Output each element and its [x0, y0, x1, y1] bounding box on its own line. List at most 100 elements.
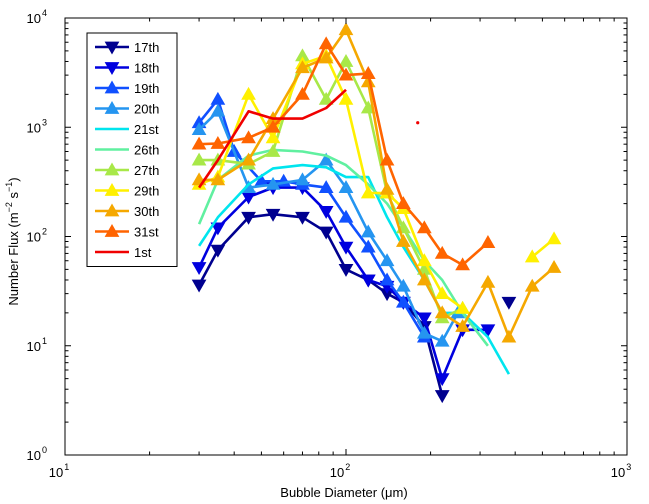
legend-entry-20th: 20th [95, 100, 159, 117]
legend: 17th 18th 19th 20th 21st 26th 27th 29th 30th 31st… [86, 32, 178, 267]
legend-label: 18th [134, 61, 159, 76]
data-point [395, 233, 411, 247]
x-axis-label: Bubble Diameter (μm) [280, 485, 407, 500]
data-point [191, 136, 207, 150]
data-point [360, 274, 376, 288]
data-point [210, 103, 226, 117]
series-line-1st [198, 88, 347, 189]
data-point [318, 205, 334, 219]
data-point [379, 272, 395, 286]
legend-marker [104, 100, 120, 114]
legend-entry-31st: 31st [95, 223, 159, 240]
legend-label: 31st [134, 225, 159, 240]
data-point [524, 278, 540, 292]
data-point [434, 305, 450, 319]
data-point [501, 296, 517, 310]
data-point [241, 86, 256, 100]
data-point [191, 152, 207, 166]
data-point [455, 319, 470, 332]
legend-marker [104, 41, 120, 55]
legend-marker [104, 80, 120, 94]
legend-marker [104, 223, 120, 237]
data-point [338, 241, 354, 255]
data-point [338, 67, 354, 81]
data-point [416, 220, 432, 234]
y-tick-label: 103 [27, 117, 47, 135]
data-point [295, 211, 310, 225]
data-point [210, 222, 226, 236]
y-tick-label: 102 [27, 227, 47, 245]
data-point [338, 53, 354, 67]
legend-marker [104, 162, 120, 176]
legend-marker [104, 203, 120, 217]
data-point [191, 122, 207, 136]
data-point [434, 390, 450, 404]
data-point [480, 324, 496, 338]
y-tick-label: 101 [27, 336, 47, 354]
series-31st [191, 36, 496, 271]
data-point [210, 135, 226, 149]
data-point [416, 325, 432, 339]
legend-entry-18th: 18th [95, 61, 159, 76]
data-point [338, 209, 354, 223]
legend-marker [104, 182, 120, 196]
legend-label: 20th [134, 102, 159, 117]
series-20th [191, 103, 466, 347]
data-point [265, 208, 281, 222]
data-point [395, 278, 411, 292]
data-point [416, 272, 432, 286]
legend-entry-27th: 27th [95, 162, 159, 178]
legend-entry-1st: 1st [95, 245, 152, 260]
data-point [241, 152, 256, 166]
legend-label: 29th [134, 184, 159, 199]
data-point [360, 239, 376, 253]
legend-entry-26th: 26th [95, 143, 159, 158]
data-point [210, 172, 226, 186]
data-point [434, 373, 450, 387]
data-point [434, 245, 450, 259]
data-point [265, 119, 281, 133]
data-point [379, 253, 395, 267]
data-point [318, 226, 334, 240]
series-1st [198, 88, 420, 189]
data-point [455, 300, 470, 314]
data-point [295, 172, 310, 186]
x-tick-label: 102 [330, 462, 350, 480]
data-point [360, 66, 376, 79]
data-point [524, 249, 540, 263]
legend-label: 27th [134, 163, 159, 178]
data-point [318, 91, 334, 105]
y-tick-label: 100 [27, 445, 47, 463]
data-point [416, 253, 432, 267]
series-line-31st [199, 42, 489, 267]
data-point [501, 329, 517, 343]
data-point [295, 86, 310, 100]
data-point [318, 50, 334, 64]
data-point [241, 130, 256, 144]
data-point [379, 181, 395, 195]
data-point [360, 224, 376, 238]
x-tick-label: 103 [611, 462, 631, 480]
data-point [480, 235, 496, 248]
data-point [318, 36, 334, 50]
x-tick-label: 101 [49, 462, 69, 480]
data-point [241, 211, 256, 225]
data-point [379, 152, 395, 166]
data-point [455, 257, 470, 271]
data-point [338, 22, 354, 36]
data-point [546, 260, 562, 273]
legend-entry-19th: 19th [95, 80, 159, 96]
legend-label: 17th [134, 40, 159, 55]
legend-label: 19th [134, 81, 159, 96]
legend-label: 30th [134, 204, 159, 219]
data-point [416, 312, 432, 326]
data-point [416, 121, 420, 125]
data-point [546, 231, 562, 245]
data-point [191, 279, 207, 293]
data-point [360, 185, 376, 199]
legend-entry-29th: 29th [95, 182, 159, 199]
data-point [265, 176, 281, 190]
data-point [265, 143, 281, 157]
